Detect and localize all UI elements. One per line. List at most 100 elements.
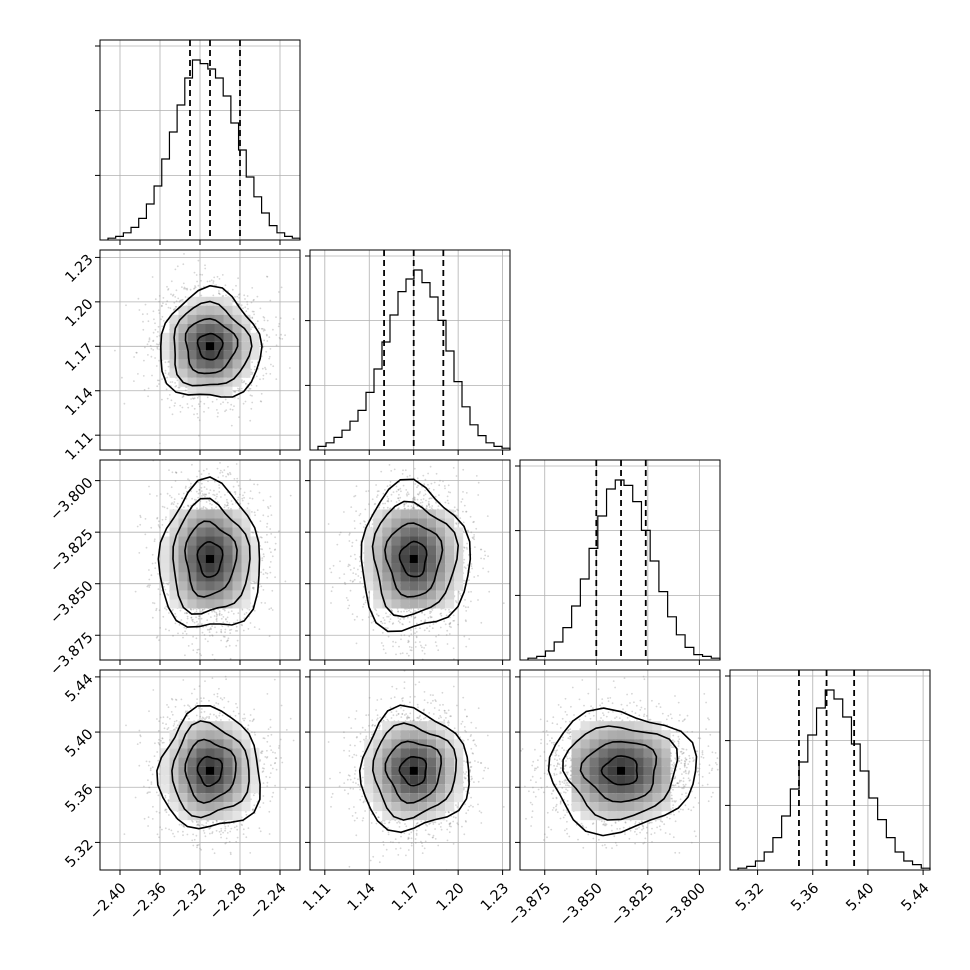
density-cell bbox=[214, 368, 224, 378]
scatter-point bbox=[239, 487, 242, 490]
scatter-point bbox=[459, 517, 462, 519]
scatter-point bbox=[222, 635, 225, 638]
density-cell bbox=[187, 563, 197, 573]
scatter-point bbox=[154, 322, 156, 325]
scatter-point bbox=[247, 628, 250, 630]
scatter-point bbox=[146, 313, 149, 315]
scatter-point bbox=[272, 328, 274, 331]
scatter-point bbox=[202, 507, 205, 510]
scatter-point bbox=[194, 286, 197, 289]
density-cell bbox=[187, 377, 197, 387]
scatter-point bbox=[214, 497, 217, 500]
scatter-point bbox=[191, 497, 194, 500]
scatter-point bbox=[264, 366, 266, 369]
scatter-point bbox=[135, 351, 138, 354]
density-cell bbox=[169, 323, 179, 333]
scatter-point bbox=[368, 503, 370, 506]
scatter-point bbox=[184, 296, 187, 298]
scatter-point bbox=[246, 303, 249, 306]
scatter-point bbox=[193, 621, 196, 624]
density-cell bbox=[205, 323, 215, 333]
scatter-point bbox=[177, 632, 179, 635]
scatter-point bbox=[162, 615, 165, 618]
scatter-point bbox=[224, 504, 226, 506]
density-cell bbox=[196, 386, 206, 396]
scatter-point bbox=[216, 467, 219, 470]
scatter-point bbox=[253, 609, 256, 612]
scatter-point bbox=[161, 505, 164, 508]
density-cell bbox=[241, 590, 251, 600]
scatter-point bbox=[253, 511, 256, 514]
panel-frame bbox=[309, 249, 511, 451]
density-peak bbox=[206, 342, 214, 351]
scatter-point bbox=[237, 293, 240, 296]
scatter-point bbox=[210, 507, 213, 509]
scatter-point bbox=[226, 616, 229, 619]
scatter-point bbox=[190, 482, 192, 485]
scatter-point bbox=[158, 348, 161, 351]
scatter-point bbox=[218, 491, 221, 493]
density-cell bbox=[223, 518, 233, 528]
scatter-point bbox=[195, 490, 198, 493]
scatter-point bbox=[185, 612, 188, 614]
scatter-point bbox=[154, 328, 157, 331]
scatter-point bbox=[183, 626, 186, 629]
scatter-point bbox=[238, 416, 240, 418]
scatter-point bbox=[212, 445, 214, 447]
scatter-point bbox=[235, 284, 237, 287]
scatter-point bbox=[260, 571, 262, 574]
scatter-point bbox=[215, 284, 218, 286]
density-cell bbox=[169, 545, 179, 555]
scatter-point bbox=[209, 634, 211, 637]
scatter-point bbox=[204, 495, 206, 498]
scatter-point bbox=[216, 501, 219, 504]
scatter-point bbox=[201, 436, 203, 438]
density-cell bbox=[241, 368, 251, 378]
scatter-point bbox=[168, 629, 171, 632]
scatter-point bbox=[262, 573, 265, 575]
density-cell bbox=[205, 581, 215, 591]
density-cell bbox=[205, 518, 215, 528]
scatter-point bbox=[261, 327, 264, 330]
scatter-point bbox=[401, 473, 404, 475]
scatter-point bbox=[163, 585, 165, 588]
scatter-point bbox=[264, 541, 267, 544]
scatter-point bbox=[201, 273, 204, 276]
scatter-point bbox=[387, 500, 390, 503]
density-cell bbox=[187, 296, 197, 306]
density-cell bbox=[241, 332, 251, 342]
scatter-point bbox=[226, 504, 229, 507]
scatter-point bbox=[186, 403, 189, 405]
scatter-point bbox=[148, 337, 151, 340]
density-cell bbox=[178, 536, 188, 546]
scatter-point bbox=[330, 590, 333, 593]
scatter-point bbox=[205, 501, 208, 503]
contour-line bbox=[157, 476, 261, 628]
scatter-point bbox=[252, 299, 255, 302]
scatter-point bbox=[461, 498, 464, 500]
scatter-point bbox=[155, 365, 158, 367]
density-cell bbox=[241, 545, 251, 555]
scatter-point bbox=[190, 616, 193, 619]
scatter-point bbox=[197, 259, 200, 262]
density-cell bbox=[241, 350, 251, 360]
density-cell bbox=[196, 296, 206, 306]
scatter-point bbox=[220, 613, 223, 616]
scatter-point bbox=[191, 463, 193, 466]
density-layer bbox=[114, 253, 295, 445]
scatter-point bbox=[207, 407, 210, 409]
scatter-point bbox=[174, 622, 177, 625]
scatter-point bbox=[198, 405, 201, 408]
scatter-point bbox=[189, 288, 192, 291]
density-cell bbox=[214, 359, 224, 369]
scatter-point bbox=[462, 468, 465, 471]
scatter-point bbox=[235, 625, 238, 628]
scatter-point bbox=[251, 326, 254, 329]
scatter-point bbox=[175, 305, 178, 308]
scatter-point bbox=[239, 493, 241, 496]
scatter-panel-0-1: 1.111.141.171.201.23 bbox=[63, 249, 301, 464]
scatter-point bbox=[215, 620, 218, 622]
scatter-point bbox=[212, 294, 215, 297]
scatter-point bbox=[274, 447, 276, 449]
density-cell bbox=[196, 599, 206, 609]
